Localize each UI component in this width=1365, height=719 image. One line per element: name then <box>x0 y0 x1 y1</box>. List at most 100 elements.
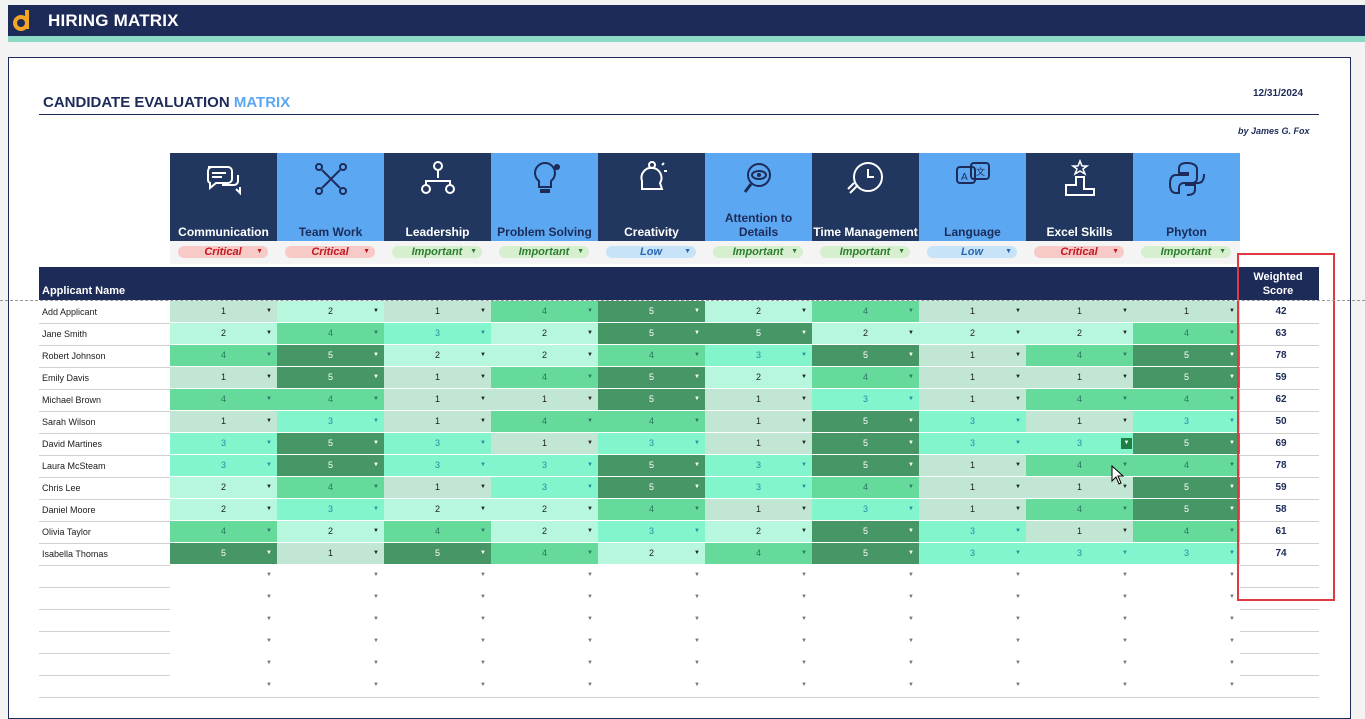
score-dropdown[interactable]: 2 ▼ <box>491 345 598 366</box>
score-dropdown[interactable]: ▼ <box>1133 675 1240 696</box>
score-dropdown[interactable]: ▼ <box>384 631 491 652</box>
score-dropdown[interactable]: 3▼ <box>1133 411 1240 432</box>
score-dropdown[interactable]: ▼ <box>598 631 705 652</box>
score-dropdown[interactable]: 2 ▼ <box>384 345 491 366</box>
score-dropdown[interactable]: 4 ▼ <box>384 521 491 542</box>
score-dropdown[interactable]: 1 ▼ <box>1026 367 1133 388</box>
score-dropdown[interactable]: 2 ▼ <box>919 323 1026 344</box>
priority-dropdown[interactable]: Low ▼ <box>927 246 1017 258</box>
score-dropdown[interactable]: 1 ▼ <box>919 367 1026 388</box>
score-dropdown[interactable]: 1 ▼ <box>705 499 812 520</box>
active-dropdown-button[interactable]: ▼ <box>1121 438 1132 449</box>
score-dropdown[interactable]: 5 ▼ <box>812 345 919 366</box>
score-dropdown[interactable]: 3▼ <box>277 499 384 520</box>
score-dropdown[interactable]: ▼ <box>491 587 598 608</box>
score-dropdown[interactable]: ▼ <box>277 631 384 652</box>
score-dropdown[interactable]: 5 ▼ <box>812 433 919 454</box>
score-dropdown[interactable]: 4 ▼ <box>1026 345 1133 366</box>
score-dropdown[interactable]: 4 ▼ <box>812 477 919 498</box>
score-dropdown[interactable]: ▼ <box>1026 609 1133 630</box>
score-dropdown[interactable]: ▼ <box>170 653 277 674</box>
score-dropdown[interactable]: ▼ <box>1026 565 1133 586</box>
score-dropdown[interactable]: 5 ▼ <box>1133 477 1240 498</box>
score-dropdown[interactable]: ▼ <box>1026 675 1133 696</box>
score-dropdown[interactable]: 2 ▼ <box>705 521 812 542</box>
score-dropdown[interactable]: 5 ▼ <box>277 455 384 476</box>
score-dropdown[interactable]: ▼ <box>598 609 705 630</box>
score-dropdown[interactable]: 1 ▼ <box>705 433 812 454</box>
score-dropdown[interactable]: 5 ▼ <box>1133 367 1240 388</box>
score-dropdown[interactable]: 1 ▼ <box>919 477 1026 498</box>
score-dropdown[interactable]: ▼ <box>384 587 491 608</box>
score-dropdown[interactable]: 4 ▼ <box>1133 389 1240 410</box>
score-dropdown[interactable]: ▼ <box>491 609 598 630</box>
priority-dropdown[interactable]: Important ▼ <box>392 246 482 258</box>
score-dropdown[interactable]: 3▼ <box>705 455 812 476</box>
score-dropdown[interactable]: 4 ▼ <box>277 389 384 410</box>
score-dropdown[interactable]: 3▼ <box>384 433 491 454</box>
score-dropdown[interactable]: 2 ▼ <box>705 301 812 322</box>
score-dropdown[interactable]: ▼ <box>812 565 919 586</box>
priority-dropdown[interactable]: Critical ▼ <box>285 246 375 258</box>
priority-dropdown[interactable]: Important ▼ <box>1141 246 1231 258</box>
score-dropdown[interactable]: 4 ▼ <box>705 543 812 564</box>
score-dropdown[interactable]: ▼ <box>919 565 1026 586</box>
score-dropdown[interactable]: ▼ <box>1026 631 1133 652</box>
score-dropdown[interactable]: ▼ <box>384 565 491 586</box>
score-dropdown[interactable]: 4 ▼ <box>1133 323 1240 344</box>
score-dropdown[interactable]: ▼ <box>598 653 705 674</box>
score-dropdown[interactable]: ▼ <box>277 675 384 696</box>
score-dropdown[interactable]: 1 ▼ <box>1133 301 1240 322</box>
score-dropdown[interactable]: ▼ <box>277 609 384 630</box>
score-dropdown[interactable]: 1 ▼ <box>919 389 1026 410</box>
priority-dropdown[interactable]: Critical ▼ <box>1034 246 1124 258</box>
applicant-name[interactable]: Chris Lee <box>42 483 81 493</box>
score-dropdown[interactable]: ▼ <box>812 609 919 630</box>
score-dropdown[interactable]: ▼ <box>812 631 919 652</box>
score-dropdown[interactable]: ▼ <box>1026 587 1133 608</box>
score-dropdown[interactable]: 1 ▼ <box>705 389 812 410</box>
score-dropdown[interactable]: 5 ▼ <box>384 543 491 564</box>
score-dropdown[interactable]: 3▼ <box>384 323 491 344</box>
score-dropdown[interactable]: 2 ▼ <box>170 477 277 498</box>
score-dropdown[interactable]: ▼ <box>705 565 812 586</box>
score-dropdown[interactable]: 5 ▼ <box>170 543 277 564</box>
applicant-name[interactable]: Robert Johnson <box>42 351 106 361</box>
applicant-name[interactable]: Add Applicant <box>42 307 98 317</box>
applicant-name[interactable]: Sarah Wilson <box>42 417 96 427</box>
score-dropdown[interactable]: 2 ▼ <box>705 367 812 388</box>
score-dropdown[interactable]: ▼ <box>277 565 384 586</box>
score-dropdown[interactable]: 2 ▼ <box>491 521 598 542</box>
applicant-name[interactable]: Daniel Moore <box>42 505 96 515</box>
score-dropdown[interactable]: ▼ <box>277 587 384 608</box>
score-dropdown[interactable]: 1 ▼ <box>1026 477 1133 498</box>
score-dropdown[interactable]: 3▼ <box>919 433 1026 454</box>
score-dropdown[interactable]: ▼ <box>598 565 705 586</box>
score-dropdown[interactable]: 3▼ <box>170 455 277 476</box>
score-dropdown[interactable]: 5 ▼ <box>598 455 705 476</box>
score-dropdown[interactable]: ▼ <box>491 653 598 674</box>
score-dropdown[interactable]: 5 ▼ <box>705 323 812 344</box>
score-dropdown[interactable]: 1 ▼ <box>170 411 277 432</box>
score-dropdown[interactable]: ▼ <box>491 565 598 586</box>
score-dropdown[interactable]: ▼ <box>919 587 1026 608</box>
score-dropdown[interactable]: ▼ <box>919 653 1026 674</box>
score-dropdown[interactable]: 1 ▼ <box>491 389 598 410</box>
score-dropdown[interactable]: 1 ▼ <box>170 367 277 388</box>
score-dropdown[interactable]: 3▼ <box>598 521 705 542</box>
score-dropdown[interactable]: 5 ▼ <box>1133 433 1240 454</box>
score-dropdown[interactable]: ▼ <box>1133 653 1240 674</box>
score-dropdown[interactable]: 4 ▼ <box>1133 521 1240 542</box>
score-dropdown[interactable]: ▼ <box>491 631 598 652</box>
score-dropdown[interactable]: 3▼ <box>170 433 277 454</box>
score-dropdown[interactable]: 4 ▼ <box>598 411 705 432</box>
score-dropdown[interactable]: 5 ▼ <box>598 301 705 322</box>
score-dropdown[interactable]: ▼ <box>598 675 705 696</box>
score-dropdown[interactable]: 3▼ <box>1026 433 1133 454</box>
score-dropdown[interactable]: 2 ▼ <box>491 323 598 344</box>
score-dropdown[interactable]: 3▼ <box>705 345 812 366</box>
score-dropdown[interactable]: ▼ <box>812 653 919 674</box>
score-dropdown[interactable]: 2 ▼ <box>170 499 277 520</box>
score-dropdown[interactable]: 1 ▼ <box>277 543 384 564</box>
applicant-name[interactable]: Emily Davis <box>42 373 90 383</box>
